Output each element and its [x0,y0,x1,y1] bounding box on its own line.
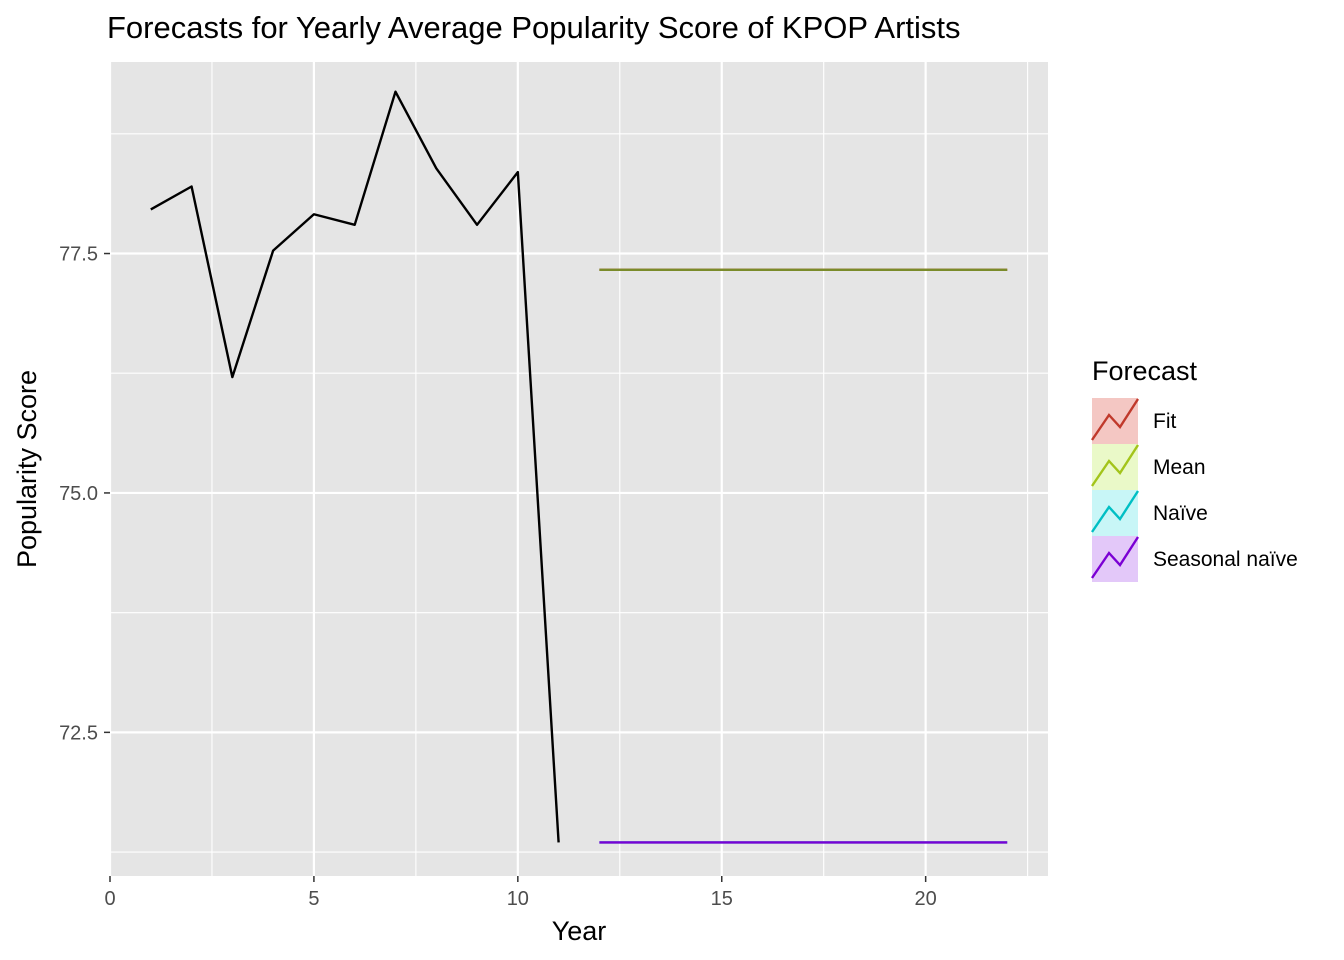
axis-ticks [104,252,927,882]
y-axis-title: Popularity Score [12,370,42,568]
legend-label: Fit [1153,410,1176,433]
legend-key-line [1091,444,1140,487]
legend-key-line [1091,490,1140,533]
x-tick-label: 10 [507,888,529,910]
legend-key-line [1091,398,1140,441]
chart-title: Forecasts for Yearly Average Popularity … [107,10,961,45]
legend-label: Mean [1153,456,1206,479]
legend: Forecast Fit Mean Naïve Seasonal naïve [1091,356,1298,582]
legend-title: Forecast [1092,356,1198,386]
plot-panel [110,62,1048,876]
y-tick-label: 77.5 [59,244,98,266]
legend-entry: Mean [1091,444,1206,490]
series-layer [150,90,1008,844]
x-tick-label: 5 [308,888,319,910]
y-tick-label: 72.5 [59,722,98,744]
major-gridlines [108,62,1048,876]
x-tick-label: 20 [915,888,937,910]
legend-entry: Fit [1091,398,1176,444]
y-tick-label: 75.0 [59,483,98,505]
x-tick-label: 0 [104,888,115,910]
legend-key-line [1091,536,1140,579]
legend-label: Seasonal naïve [1153,548,1298,571]
x-tick-label: 15 [711,888,733,910]
legend-entry: Seasonal naïve [1091,536,1298,582]
tick-labels: 0 5 10 15 20 72.5 75.0 77.5 [59,244,937,910]
series-line-history [150,90,560,843]
legend-label: Naïve [1153,502,1208,525]
minor-gridlines [110,62,1048,876]
x-axis-title: Year [552,916,607,946]
legend-entry: Naïve [1091,490,1208,536]
